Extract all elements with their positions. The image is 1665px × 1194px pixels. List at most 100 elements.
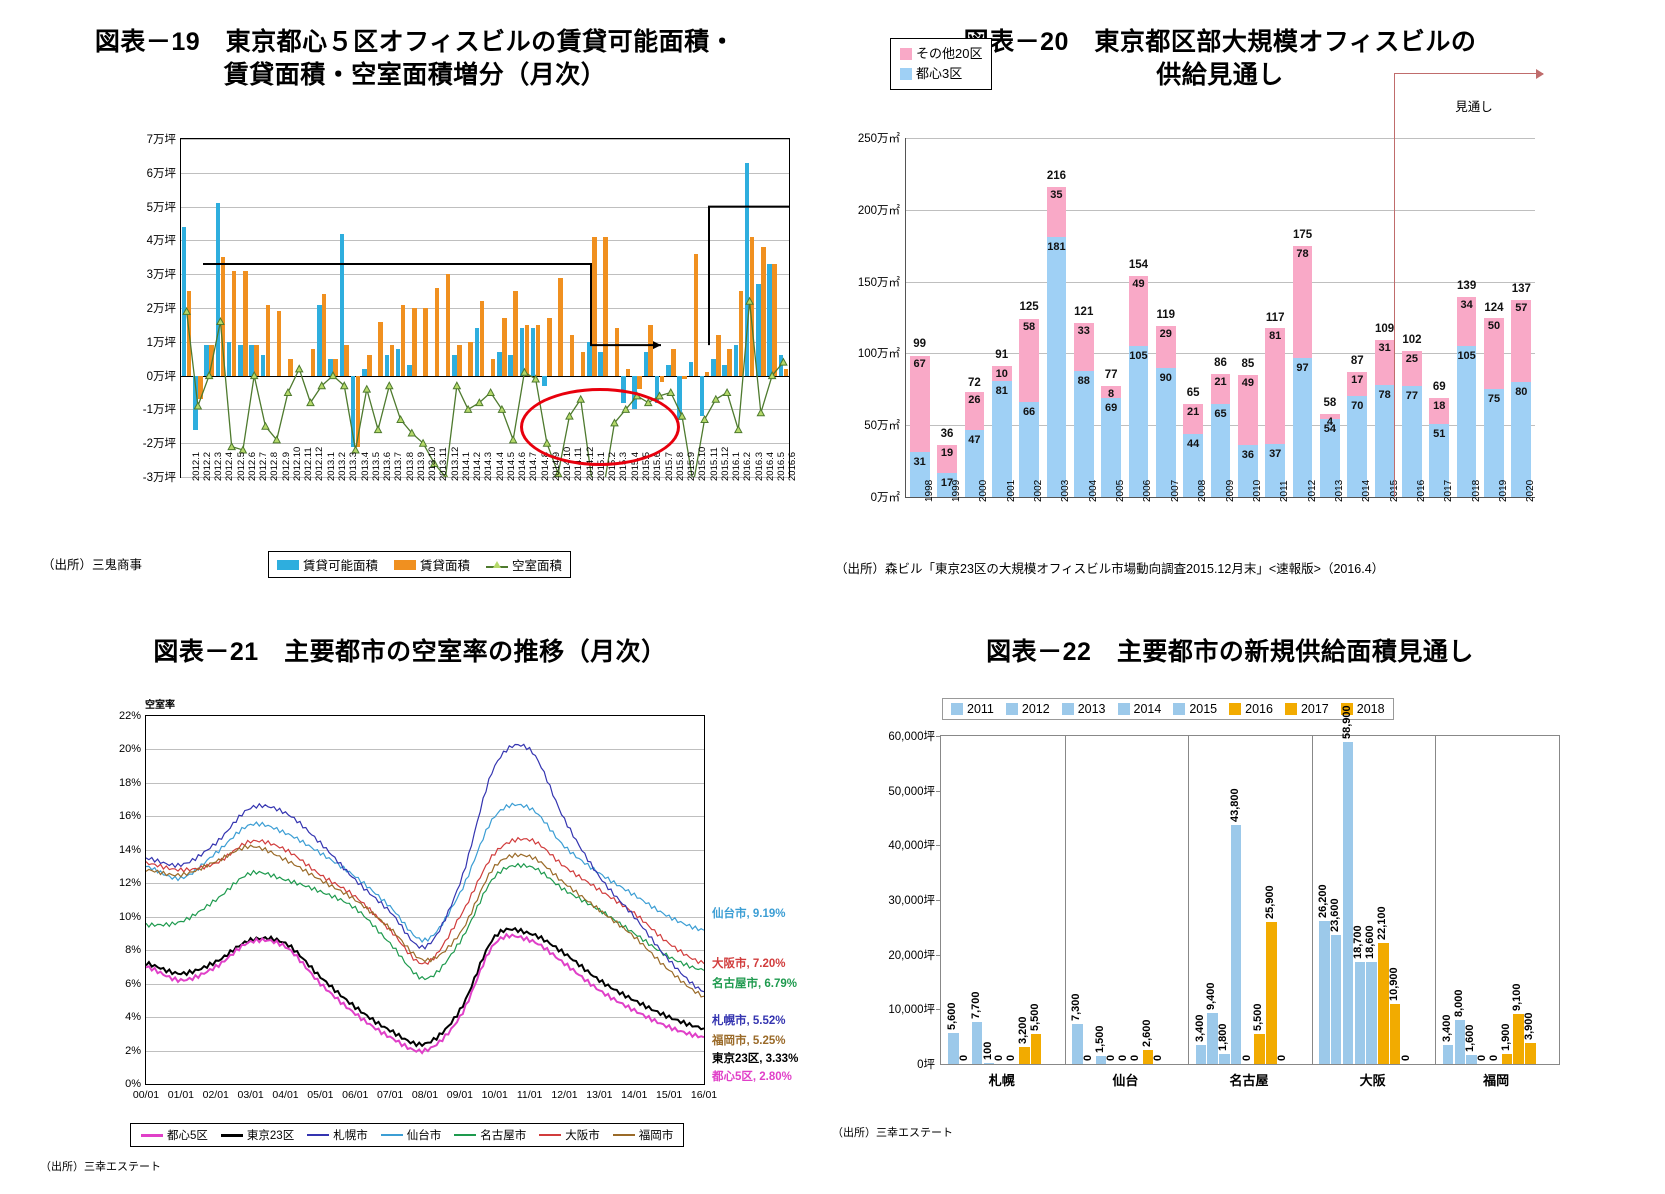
gridline [181, 139, 789, 140]
bar-rented-area [209, 345, 214, 376]
x-axis-tick: 2014.1 [460, 451, 472, 481]
bar-value-central3: 17 [940, 476, 954, 489]
bar-rented-area [276, 311, 282, 376]
legend-label: 東京23区 [246, 1130, 295, 1142]
x-axis-tick: 12/01 [551, 1089, 578, 1101]
figure-20-title-line1: 図表－20 東京都区部大規模オフィスビルの [963, 28, 1477, 56]
bar-segment-central3: 97 [1292, 357, 1313, 497]
y-axis-tick: 4万坪 [146, 235, 176, 248]
bar-supply-area [1195, 1045, 1207, 1064]
bar-value-label: 58,900 [1340, 705, 1353, 740]
bar-segment-central3: 181 [1046, 237, 1067, 497]
x-axis-tick: 2013.12 [449, 446, 461, 481]
bar-value-label: 0 [1005, 1054, 1018, 1061]
bar-total-label: 99 [913, 337, 927, 350]
bar-capable-area [756, 284, 761, 376]
legend-swatch [1229, 703, 1242, 715]
y-axis-tickmark [936, 845, 941, 847]
stacked-bar: 80 57 [1511, 300, 1532, 497]
y-axis-tickmark [936, 790, 941, 792]
category-separator [1188, 736, 1190, 1064]
bar-capable-area [508, 355, 513, 376]
bar-rented-area [243, 270, 248, 376]
x-axis-tick: 2012.10 [291, 446, 303, 481]
bar-total-label: 86 [1214, 356, 1227, 369]
stacked-bar: 44 21 [1183, 403, 1203, 497]
legend-swatch [900, 48, 912, 61]
bar-segment-central3: 105 [1456, 346, 1477, 497]
bar-value-label: 3,200 [1016, 1015, 1029, 1044]
bar-supply-area [1466, 1055, 1477, 1064]
bar-value-label: 1,600 [1464, 1024, 1477, 1053]
bar-value-label: 0 [958, 1054, 971, 1061]
bar-value-central3: 47 [968, 433, 981, 446]
stacked-bar: 97 78 [1292, 245, 1313, 497]
bar-total-label: 137 [1511, 283, 1531, 296]
bar-segment-other20: 58 [1019, 318, 1039, 403]
forecast-label: 見通し [1455, 100, 1493, 114]
bar-value-other20: 18 [1433, 399, 1446, 412]
stacked-bar: 77 25 [1402, 350, 1422, 497]
x-axis-tick: 2007 [1169, 479, 1181, 502]
figure-19-title-line1: 図表－19 東京都心５区オフィスビルの賃貸可能面積・ [94, 28, 736, 56]
y-axis-tick: 1万坪 [146, 336, 176, 349]
gridline [146, 782, 704, 784]
bar-segment-central3: 17 [937, 472, 957, 497]
legend-swatch [380, 1134, 403, 1136]
legend-swatch [1340, 703, 1353, 715]
bar-capable-area [181, 226, 187, 376]
gridline [906, 353, 1535, 355]
bar-rented-area [468, 341, 473, 376]
bar-capable-area [260, 355, 266, 376]
legend-item: 賃貸面積 [394, 555, 470, 574]
x-axis-tick: 14/01 [621, 1089, 648, 1101]
bar-value-central3: 70 [1351, 400, 1364, 413]
legend-swatch [1061, 703, 1074, 715]
bar-value-other20: 67 [913, 358, 926, 371]
gridline [181, 274, 789, 276]
bar-rented-area [637, 375, 642, 390]
bar-capable-area [632, 375, 637, 410]
bar-segment-central3: 36 [1238, 445, 1258, 497]
x-axis-tick: 2006 [1142, 479, 1154, 502]
bar-value-label: 23,600 [1328, 898, 1341, 932]
forecast-region-box: 見通し [1394, 69, 1544, 497]
legend-swatch [454, 1134, 477, 1136]
x-axis-tick: 2012.7 [258, 451, 270, 481]
bar-value-other20: 57 [1515, 302, 1528, 315]
gridline [181, 206, 789, 208]
bar-value-label: 0 [1487, 1054, 1500, 1061]
x-axis-tick: 2016.3 [753, 451, 765, 481]
x-axis-category-label: 名古屋 [1229, 1073, 1269, 1088]
x-axis-tick: 2012 [1306, 479, 1318, 502]
bar-value-label: 3,900 [1523, 1012, 1536, 1040]
x-axis-tick: 2015.8 [674, 451, 686, 481]
bar-value-label: 2,600 [1140, 1019, 1153, 1047]
bar-capable-area [699, 375, 705, 417]
figure-22-title: 図表－22 主要都市の新規供給面積見通し [986, 638, 1474, 666]
bar-total-label: 91 [995, 349, 1009, 362]
y-axis-tick: 50,000坪 [888, 785, 935, 798]
bar-total-label: 77 [1104, 369, 1118, 382]
bar-segment-central3: 69 [1101, 397, 1121, 497]
legend-item: 都心3区 [900, 64, 982, 84]
bar-supply-area [948, 1033, 959, 1064]
bar-value-central3: 31 [913, 456, 926, 469]
x-axis-tick: 2013.3 [348, 451, 360, 481]
bar-value-central3: 81 [995, 384, 1008, 397]
bar-value-label: 3,400 [1193, 1014, 1206, 1043]
x-axis-tick: 2013.5 [370, 451, 382, 481]
x-axis-tick: 2014.8 [539, 451, 551, 481]
bar-capable-area [666, 365, 671, 376]
figure-21-title: 図表－21 主要都市の空室率の推移（月次） [153, 638, 667, 666]
bar-value-central3: 65 [1214, 407, 1227, 420]
figure-21-y-axis-label: 空室率 [145, 700, 175, 711]
bar-value-label: 0 [1152, 1054, 1165, 1061]
x-axis-tick: 2014.4 [494, 451, 506, 481]
bar-segment-central3: 80 [1511, 382, 1532, 497]
x-axis-tick: 2014.12 [584, 446, 596, 481]
x-axis-tick: 2013.10 [427, 446, 439, 481]
y-axis-tick: 10% [118, 910, 141, 923]
x-axis-tick: 06/01 [342, 1089, 369, 1101]
bar-value-label: 0 [1081, 1054, 1094, 1061]
